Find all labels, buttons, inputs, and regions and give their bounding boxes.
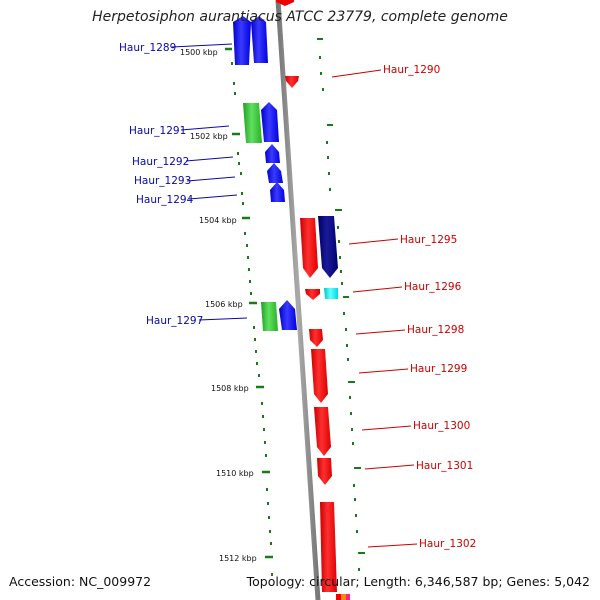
gene-arrow[interactable] [317,458,332,485]
gene-label-haur-1291[interactable]: Haur_1291 [129,125,186,137]
gene-label-haur-1292[interactable]: Haur_1292 [132,156,189,168]
gene-label-haur-1293[interactable]: Haur_1293 [134,175,191,187]
scale-label: 1502 kbp [190,132,228,141]
gene-label-haur-1301[interactable]: Haur_1301 [416,460,473,472]
map-title: Herpetosiphon aurantiacus ATCC 23779, co… [92,9,508,25]
gene-arrow[interactable] [318,216,338,278]
gene-arrow[interactable] [300,218,318,278]
gene-label-haur-1294[interactable]: Haur_1294 [136,194,194,206]
gene-label-haur-1295[interactable]: Haur_1295 [400,234,457,246]
gene-label-haur-1289[interactable]: Haur_1289 [119,42,176,54]
reverse-gene-labels: Haur_1290 Haur_1295 Haur_1296 Haur_1298 … [383,64,476,550]
gene-label-haur-1299[interactable]: Haur_1299 [410,363,467,375]
gene-arrow[interactable] [309,329,323,347]
gene-arrow[interactable] [261,302,278,331]
gene-arrow[interactable] [324,288,338,299]
gene-arrow[interactable] [320,502,337,592]
genome-backbone [275,0,321,600]
gene-arrow[interactable] [305,289,320,300]
gene-arrow[interactable] [261,102,279,142]
bottom-fragments [336,594,350,600]
reverse-gene-arrows [285,76,338,592]
scale-label: 1510 kbp [216,469,254,478]
gene-arrow[interactable] [314,407,331,456]
scale-label: 1504 kbp [199,216,237,225]
gene-arrow[interactable] [279,300,297,330]
scale-label: 1508 kbp [211,384,249,393]
gene-label-haur-1298[interactable]: Haur_1298 [407,324,464,336]
scale-label: 1512 kbp [219,554,257,563]
gene-label-haur-1302[interactable]: Haur_1302 [419,538,476,550]
gene-arrow[interactable] [243,103,262,143]
gene-arrow[interactable] [311,349,328,403]
outer-right-ticks [317,38,365,571]
gene-label-haur-1290[interactable]: Haur_1290 [383,64,440,76]
gene-arrow[interactable] [251,16,268,63]
inner-left-ticks [231,62,273,576]
scale-label: 1506 kbp [205,300,243,309]
forward-gene-arrows [233,16,297,331]
gene-arrow[interactable] [233,16,251,65]
gene-arrow[interactable] [267,163,283,183]
gene-arrow[interactable] [265,144,280,163]
gene-label-haur-1297[interactable]: Haur_1297 [146,315,203,327]
gene-arrow-top-partial [276,0,294,6]
accession-text: Accession: NC_009972 [9,574,152,589]
forward-gene-labels: Haur_1289 Haur_1291 Haur_1292 Haur_1293 … [119,42,203,327]
gene-label-haur-1296[interactable]: Haur_1296 [404,281,462,293]
gene-label-haur-1300[interactable]: Haur_1300 [413,420,470,432]
scale-labels: 1500 kbp 1502 kbp 1504 kbp 1506 kbp 1508… [180,48,257,563]
gene-arrow[interactable] [270,182,285,202]
genome-stats-text: Topology: circular; Length: 6,346,587 bp… [246,574,590,589]
scale-label: 1500 kbp [180,48,218,57]
scale-ticks [225,47,273,559]
gene-arrow[interactable] [285,76,299,88]
label-connectors [171,43,418,548]
